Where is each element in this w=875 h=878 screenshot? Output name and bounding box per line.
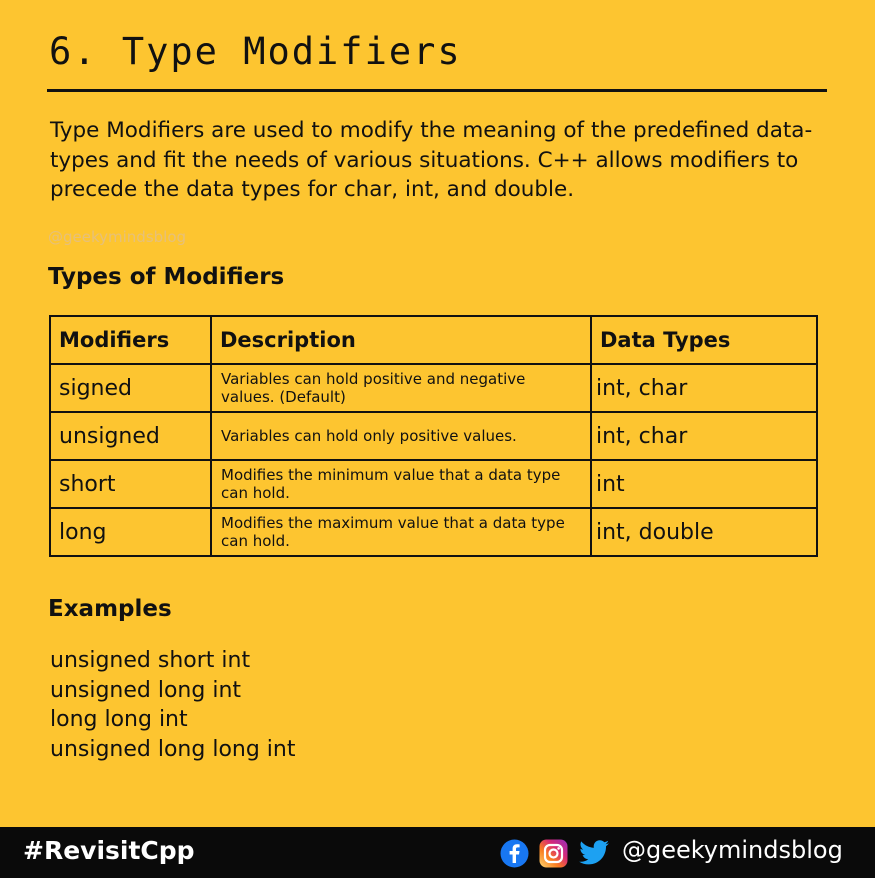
modifier-cell: signed xyxy=(49,363,212,413)
modifier-cell: long xyxy=(49,507,212,557)
page-title: 6. Type Modifiers xyxy=(49,30,462,73)
data-types-cell: int xyxy=(590,459,818,509)
data-types-cell: int, char xyxy=(590,411,818,461)
twitter-icon[interactable] xyxy=(578,839,610,867)
table-row: signed Variables can hold positive and n… xyxy=(49,363,818,413)
example-item: long long int xyxy=(50,707,188,732)
table-row: unsigned Variables can hold only positiv… xyxy=(49,411,818,461)
facebook-icon[interactable] xyxy=(500,839,529,868)
table-row: short Modifies the minimum value that a … xyxy=(49,459,818,509)
watermark: @geekymindsblog xyxy=(48,228,187,246)
modifier-cell: unsigned xyxy=(49,411,212,461)
description-cell: Variables can hold positive and negative… xyxy=(210,363,592,413)
example-item: unsigned long long int xyxy=(50,736,296,762)
intro-paragraph: Type Modifiers are used to modify the me… xyxy=(50,118,813,202)
types-heading: Types of Modifiers xyxy=(48,264,285,290)
description-cell: Modifies the minimum value that a data t… xyxy=(210,459,592,509)
column-header-data-types: Data Types xyxy=(590,315,818,365)
social-handle[interactable]: @geekymindsblog xyxy=(622,836,843,864)
example-item: unsigned short int xyxy=(50,648,251,673)
modifier-cell: short xyxy=(49,459,212,509)
data-types-cell: int, double xyxy=(590,507,818,557)
column-header-modifiers: Modifiers xyxy=(49,315,212,365)
column-header-description: Description xyxy=(210,315,592,365)
instagram-icon[interactable] xyxy=(539,839,568,868)
examples-list: unsigned short int unsigned long int lon… xyxy=(50,646,296,764)
examples-heading: Examples xyxy=(48,596,172,622)
footer-bar: #RevisitCpp xyxy=(0,827,875,878)
title-divider xyxy=(47,89,827,92)
description-cell: Variables can hold only positive values. xyxy=(210,411,592,461)
description-cell: Modifies the maximum value that a data t… xyxy=(210,507,592,557)
example-item: unsigned long int xyxy=(50,677,242,703)
hashtag: #RevisitCpp xyxy=(23,836,195,865)
table-row: long Modifies the maximum value that a d… xyxy=(49,507,818,557)
social-icons xyxy=(500,838,610,868)
table-header-row: Modifiers Description Data Types xyxy=(49,315,818,365)
data-types-cell: int, char xyxy=(590,363,818,413)
modifiers-table: Modifiers Description Data Types signed … xyxy=(49,315,818,557)
